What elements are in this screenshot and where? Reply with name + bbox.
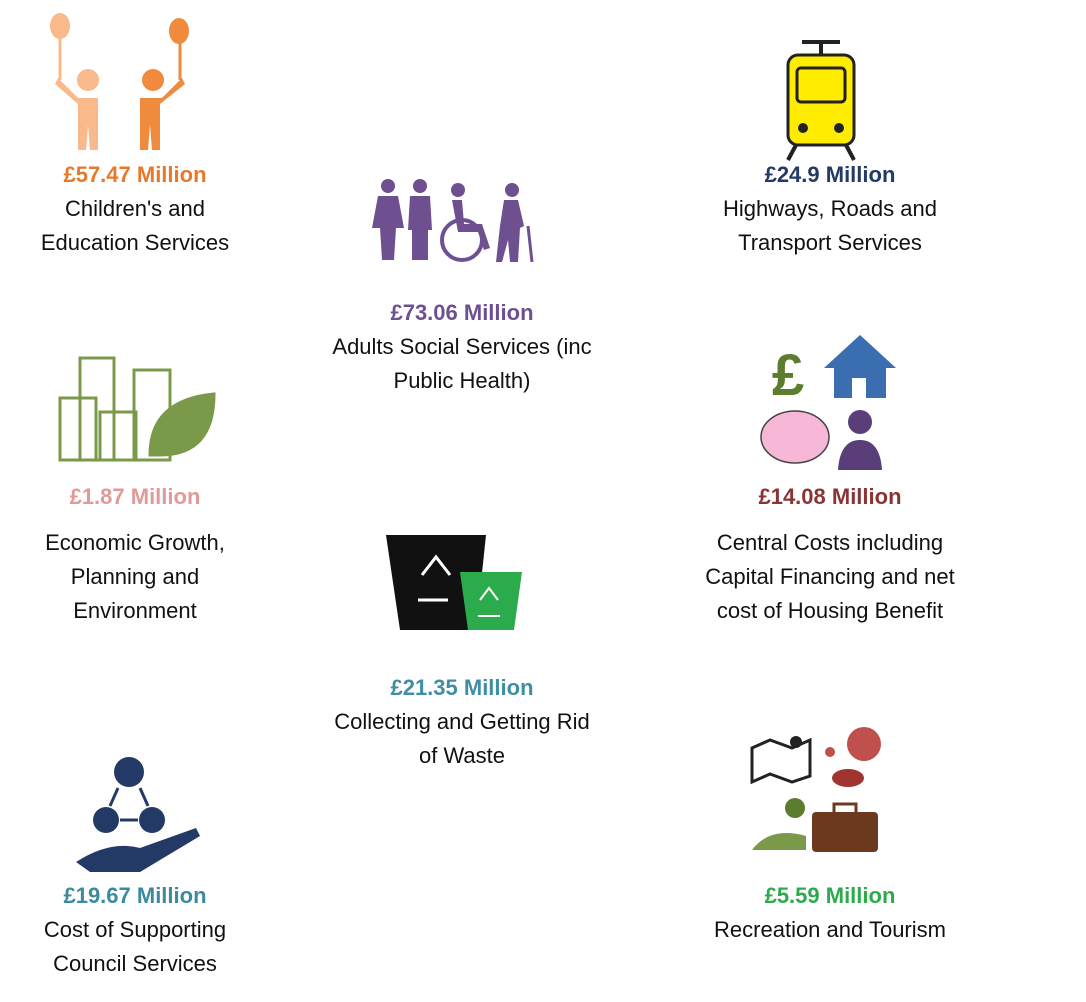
amount: £57.47 Million [63,162,207,187]
label-line: Public Health) [393,368,531,393]
children-icon [50,13,189,150]
item: £57.47 Million Children's and Education Se… [0,158,315,260]
label-line: Children's and [65,196,205,221]
amount: £1.87 Million [69,484,201,509]
label-line: Council Services [53,951,217,976]
buildings-icon [58,356,216,462]
label-line: Economic Growth, [45,530,225,555]
label-line: Cost of Supporting [43,917,227,942]
item: £19.67 Million Cost of Supporting Council … [0,879,315,981]
item: £24.9 Million Highways, Roads and Transpor… [650,158,1010,260]
label-line: of Waste [419,743,505,768]
label-line: Adults Social Services (inc [332,334,592,359]
amount: £5.59 Million [764,883,896,908]
item: £21.35 Million Collecting and Getting Rid… [282,671,642,773]
label-line: Central Costs including [716,530,944,555]
svg-text:£: £ [772,343,804,408]
label-line: Recreation and Tourism [714,917,946,942]
item: £5.59 Million Recreation and Tourism [650,879,1010,947]
amount: £19.67 Million [63,883,207,908]
amount: £73.06 Million [390,300,534,325]
label-line: Transport Services [738,230,922,255]
support-icon [76,757,200,872]
central-icon: £ [760,335,896,470]
amount: £24.9 Million [764,162,896,187]
adults-icon [372,179,534,263]
tram-icon [786,40,856,161]
label-line: Planning and [70,564,200,589]
item: £1.87 Million Economic Growth, Planning an… [0,480,315,628]
item: £14.08 Million Central Costs including Cap… [650,480,1010,628]
label-line: Highways, Roads and [722,196,937,221]
label-line: cost of Housing Benefit [716,598,944,623]
label-line: Education Services [40,230,230,255]
bins-icon [386,535,522,630]
amount: £14.08 Million [758,484,902,509]
label-line: Capital Financing and net [705,564,955,589]
item: £73.06 Million Adults Social Services (in… [282,296,642,398]
label-line: Collecting and Getting Rid [334,709,590,734]
recreation-icon [750,727,881,852]
amount: £21.35 Million [390,675,534,700]
label-line: Environment [73,598,197,623]
